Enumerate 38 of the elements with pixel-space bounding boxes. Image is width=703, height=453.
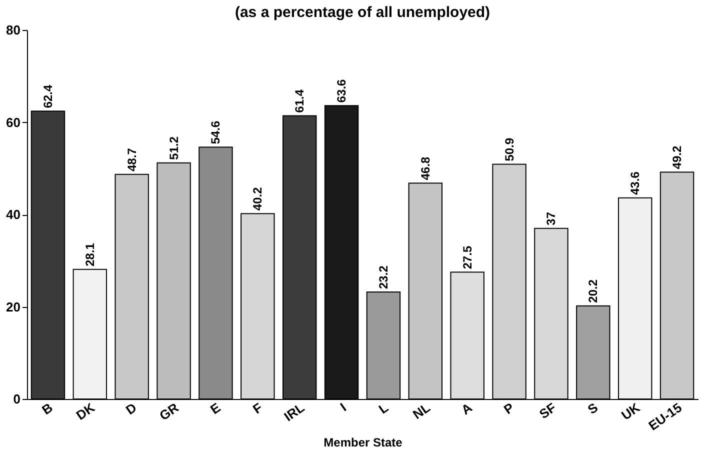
- data-label: 62.4: [40, 84, 55, 108]
- data-label: 50.9: [502, 138, 516, 162]
- x-tick-label: NL: [410, 400, 433, 422]
- x-tick-label: GR: [156, 400, 182, 424]
- x-tick-label: IRL: [281, 400, 308, 424]
- data-label: 49.2: [670, 145, 684, 170]
- data-label: 23.2: [376, 265, 390, 289]
- data-label: 40.2: [250, 186, 265, 211]
- x-tick-label: D: [123, 400, 140, 418]
- data-label: 61.4: [292, 89, 307, 113]
- data-label: 51.2: [166, 136, 181, 160]
- x-tick-label: E: [207, 400, 224, 418]
- data-label: 27.5: [460, 245, 474, 270]
- x-tick-label: SF: [536, 400, 559, 422]
- x-tick-label: DK: [73, 400, 98, 423]
- data-label: 46.8: [418, 156, 432, 180]
- y-tick-label: 0: [13, 392, 20, 406]
- x-tick-label: P: [501, 400, 518, 418]
- data-label: 54.6: [208, 120, 223, 144]
- y-tick-label: 80: [6, 22, 20, 38]
- x-tick-label: I: [337, 400, 349, 414]
- x-tick-label: L: [376, 400, 391, 417]
- y-tick-label: 20: [6, 299, 20, 314]
- chart-subtitle: (as a percentage of all unemployed): [234, 4, 490, 21]
- x-tick-label: B: [39, 400, 56, 418]
- data-label: 43.6: [628, 171, 642, 195]
- data-label: 63.6: [334, 78, 349, 103]
- x-tick-label: A: [458, 400, 476, 418]
- x-tick-label: S: [584, 400, 601, 418]
- data-label: 37: [544, 212, 558, 226]
- data-label: 28.1: [82, 242, 97, 266]
- x-axis-title: Member State: [324, 435, 403, 450]
- y-tick-label: 60: [6, 114, 20, 130]
- data-label: 20.2: [586, 279, 600, 303]
- x-tick-label: F: [250, 400, 266, 417]
- y-tick-label: 40: [6, 207, 20, 222]
- data-label: 48.7: [124, 148, 139, 172]
- x-tick-label: UK: [618, 400, 644, 423]
